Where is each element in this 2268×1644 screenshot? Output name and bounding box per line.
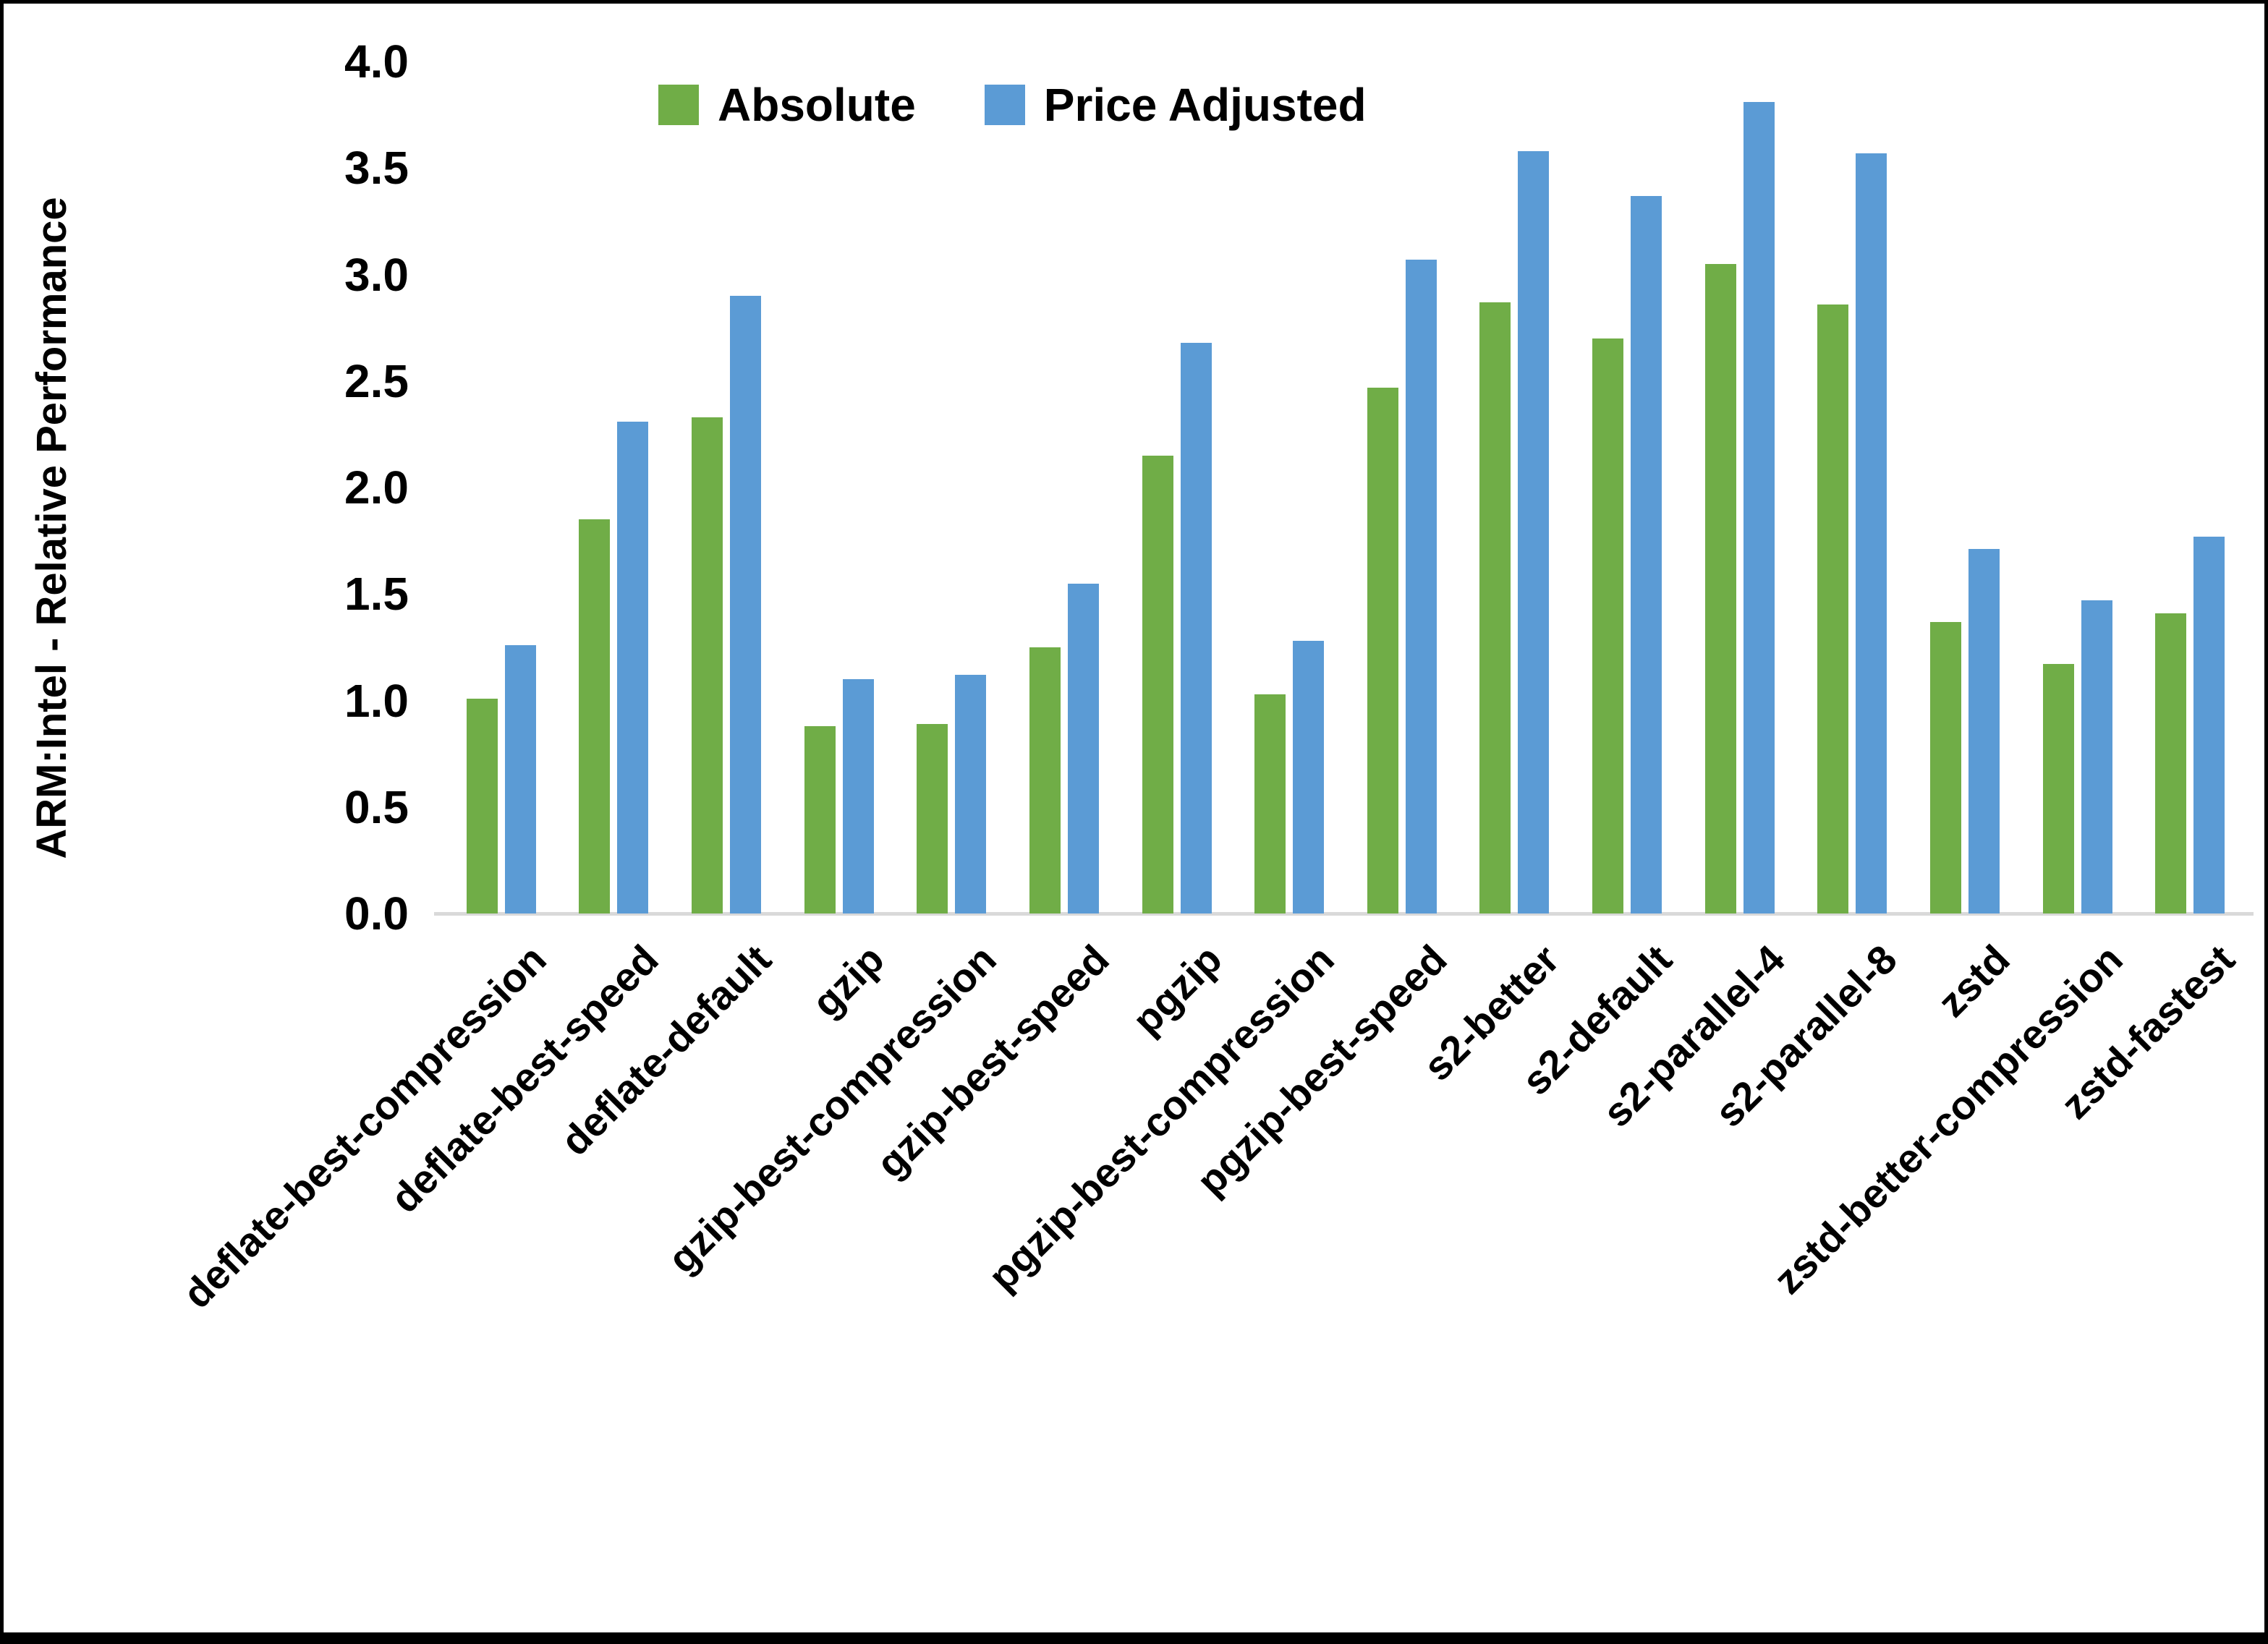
y-tick-label: 3.5 (344, 142, 409, 195)
legend-item-absolute: Absolute (658, 82, 916, 128)
bar-absolute-gzip-best-compression (917, 723, 948, 913)
bar-absolute-s2-better (1479, 302, 1511, 913)
y-tick-label: 2.5 (344, 354, 409, 407)
bar-absolute-deflate-best-compression (466, 698, 498, 913)
bar-absolute-s2-default (1592, 338, 1624, 913)
bar-price-adjusted-s2-better (1518, 150, 1550, 913)
bar-absolute-zstd (1929, 621, 1961, 913)
bar-absolute-gzip-best-speed (1029, 647, 1061, 913)
y-tick-label: 1.5 (344, 568, 409, 621)
bar-price-adjusted-deflate-default (730, 295, 762, 913)
legend-item-price-adjusted: Price Adjusted (984, 79, 1367, 131)
bar-absolute-pgzip-best-compression (1254, 694, 1286, 913)
bar-price-adjusted-gzip-best-speed (1067, 583, 1099, 913)
x-axis-line (434, 912, 2254, 916)
bar-price-adjusted-s2-parallel-8 (1856, 153, 1887, 913)
bar-absolute-pgzip-best-speed (1367, 387, 1398, 913)
bar-price-adjusted-s2-default (1631, 195, 1662, 913)
legend-swatch-price-adjusted-icon (984, 85, 1025, 125)
bar-price-adjusted-s2-parallel-4 (1743, 101, 1775, 913)
y-tick-label: 1.0 (344, 674, 409, 727)
y-axis-title: ARM:Intel - Relative Performance (28, 197, 75, 859)
bar-price-adjusted-gzip (842, 679, 874, 913)
bar-price-adjusted-pgzip-best-speed (1405, 259, 1437, 913)
bar-price-adjusted-deflate-best-compression (504, 644, 536, 913)
bar-absolute-zstd-better-compression (2042, 664, 2074, 913)
bar-price-adjusted-pgzip-best-compression (1293, 641, 1325, 913)
bar-absolute-gzip (804, 725, 836, 913)
bar-price-adjusted-zstd (1968, 549, 2000, 913)
legend-swatch-absolute-icon (658, 85, 699, 125)
bar-absolute-zstd-fastest (2155, 613, 2187, 913)
legend-label: Absolute (718, 79, 916, 131)
y-tick-label: 3.0 (344, 248, 409, 301)
legend-label: Price Adjusted (1043, 79, 1367, 131)
y-tick-label: 4.0 (344, 35, 409, 88)
bar-absolute-s2-parallel-8 (1817, 304, 1849, 913)
bar-price-adjusted-zstd-better-compression (2081, 600, 2112, 913)
legend: Absolute Price Adjusted (658, 82, 1367, 128)
bar-price-adjusted-deflate-best-speed (617, 421, 649, 913)
bar-price-adjusted-pgzip (1180, 342, 1212, 913)
y-tick-label: 0.5 (344, 780, 409, 833)
bar-absolute-deflate-best-speed (579, 519, 611, 913)
y-tick-label: 2.0 (344, 461, 409, 514)
y-tick-label: 0.0 (344, 887, 409, 940)
bar-absolute-pgzip (1142, 455, 1173, 913)
bar-absolute-s2-parallel-4 (1704, 263, 1736, 913)
bar-absolute-deflate-default (692, 417, 723, 913)
bar-price-adjusted-zstd-fastest (2193, 536, 2225, 913)
bar-price-adjusted-gzip-best-compression (955, 675, 987, 913)
